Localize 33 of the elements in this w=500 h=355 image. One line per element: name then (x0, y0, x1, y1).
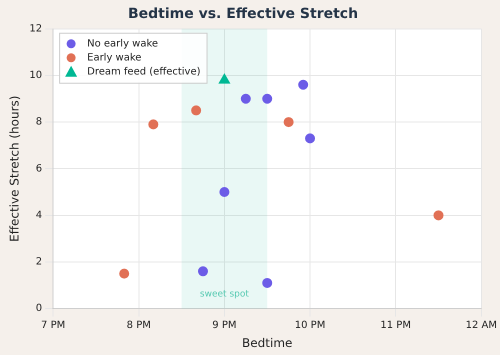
band-label: sweet spot (200, 290, 250, 300)
legend-label: No early wake (87, 38, 158, 50)
y-tick-label: 6 (36, 163, 42, 174)
legend-label: Early wake (87, 52, 142, 64)
y-tick-label: 2 (36, 256, 42, 268)
x-tick-label: 8 PM (126, 320, 151, 332)
x-tick-label: 12 AM (466, 320, 497, 332)
point (198, 266, 208, 276)
chart-title: Bedtime vs. Effective Stretch (128, 6, 358, 22)
point (433, 210, 444, 220)
point (119, 268, 130, 279)
point (148, 119, 158, 130)
y-tick-label: 12 (29, 23, 42, 34)
point (262, 94, 272, 104)
y-tick-label: 0 (36, 303, 42, 314)
point (284, 117, 294, 128)
x-tick-label: 7 PM (41, 320, 66, 332)
point (262, 278, 272, 288)
point (218, 74, 230, 84)
y-tick-label: 4 (36, 210, 42, 221)
point (191, 105, 202, 116)
point (240, 94, 251, 104)
y-tick-label: 8 (36, 116, 42, 128)
point (305, 133, 316, 144)
x-tick-label: 11 PM (380, 320, 411, 332)
y-tick-label: 10 (29, 70, 42, 82)
point (298, 80, 308, 90)
y-axis-title: Effective Stretch (hours) (7, 96, 22, 242)
x-tick-label: 10 PM (294, 320, 326, 332)
legend-label: Dream feed (effective) (87, 66, 201, 78)
x-axis-title: Bedtime (242, 336, 292, 350)
x-tick-label: 9 PM (212, 320, 236, 332)
point (219, 187, 230, 198)
